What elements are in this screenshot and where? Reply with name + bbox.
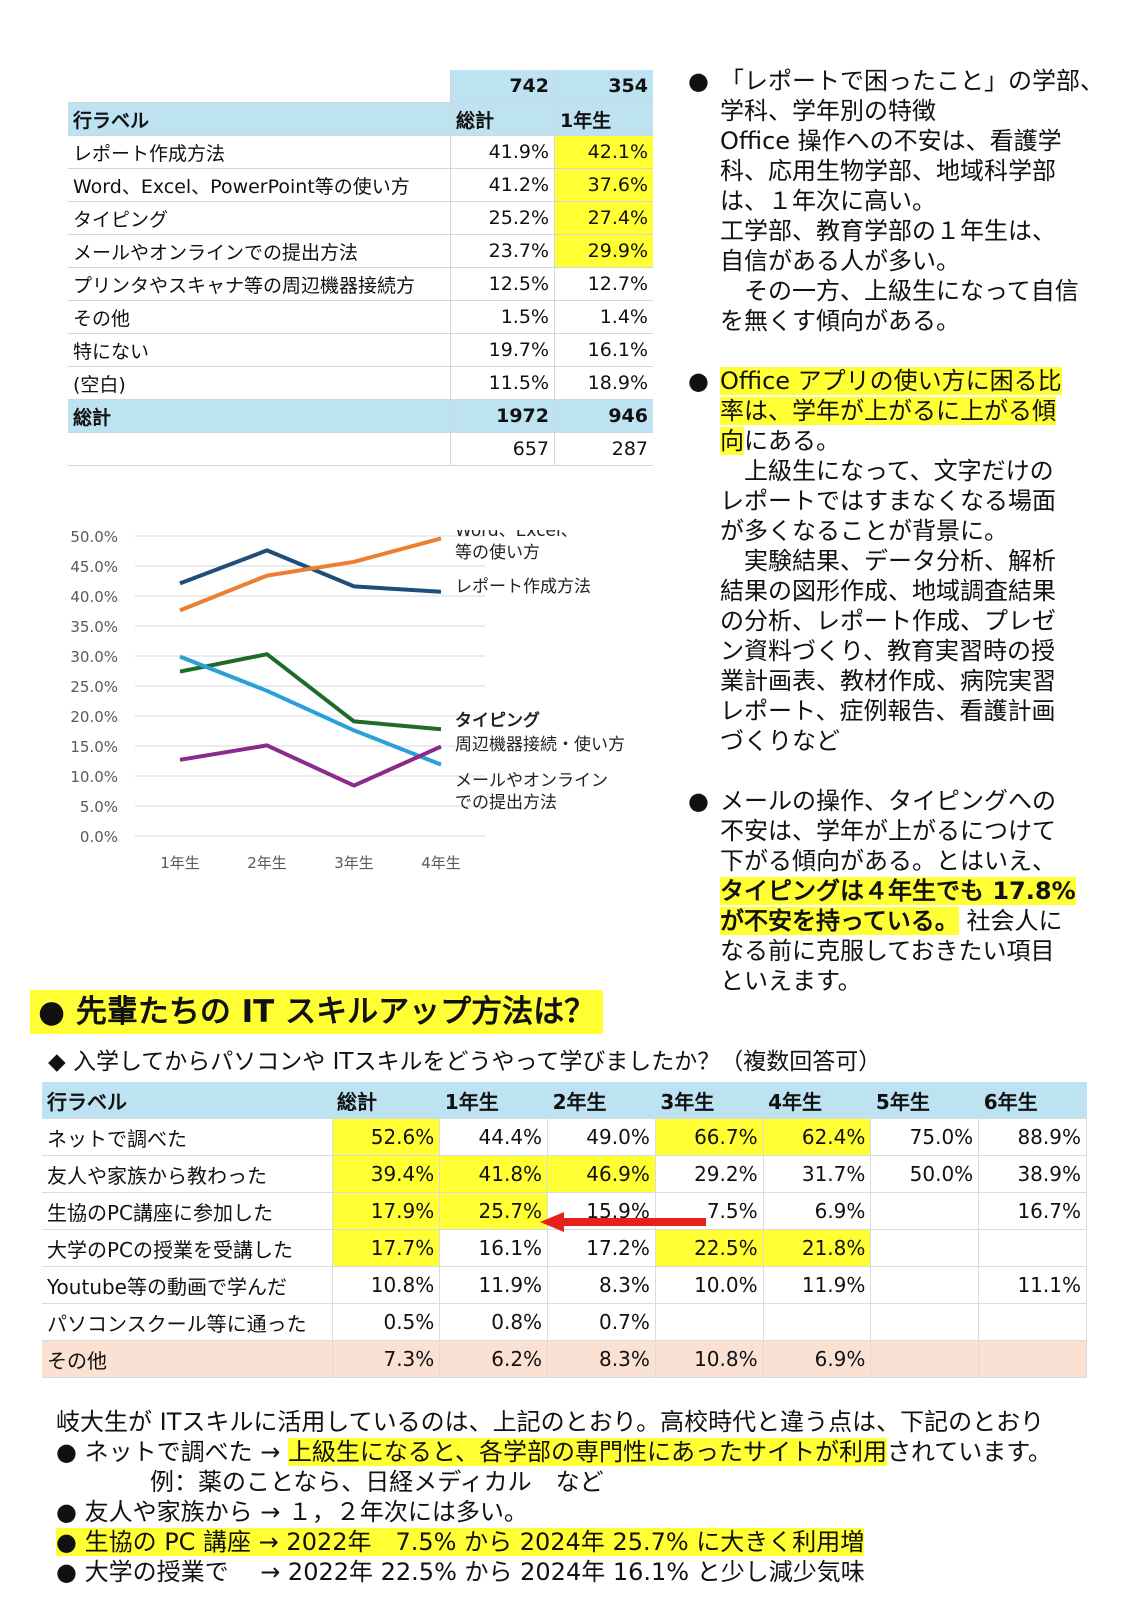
y-tick-label: 25.0% [70,678,118,696]
y-tick-label: 15.0% [70,738,118,756]
table-row: プリンタやスキャナ等の周辺機器接続方 12.5% 12.7% [68,267,653,301]
it-skill-method-table: 行ラベル 総計 1年生 2年生 3年生 4年生 5年生 6年生 ネットで調べた … [42,1082,1087,1378]
series-line-3 [179,654,442,767]
y-tick-label: 30.0% [70,648,118,666]
series-line-2 [179,652,442,732]
y-tick-label: 5.0% [80,798,118,816]
table-row: メールやオンラインでの提出方法 23.7% 29.9% [68,234,653,268]
series-line-1 [179,536,442,613]
top-y1-count: 354 [554,70,653,103]
series-annotation: 等の使い方 [455,542,540,563]
y-tick-label: 35.0% [70,618,118,636]
summary-net: ● ネットで調べた → 上級生になると、各学部の専門性にあったサイトが利用されて… [56,1438,1052,1466]
table-row: 特にない 19.7% 16.1% [68,333,653,367]
table-header: 行ラベル 総計 1年生 2年生 3年生 4年生 5年生 6年生 [42,1082,1087,1119]
series-annotation: タイピング [455,710,540,731]
report-trouble-table: 742 354 行ラベル 総計 1年生 レポート作成方法 41.9% 42.1% W… [68,70,653,466]
trouble-by-year-line-chart: 0.0% 5.0% 10.0% 15.0% 20.0% 25.0% 30.0% 35.0% 40… [70,530,625,872]
series-line-0 [179,548,442,594]
y-tick-label: 10.0% [70,768,118,786]
table-header: 行ラベル 総計 1年生 [68,102,653,136]
series-annotation: 周辺機器接続・使い方 [455,734,625,755]
note-1: ● 「レポートで困ったこと」の学部、 学科、学年別の特徴 Office 操作への… [688,67,1104,335]
y-tick-label: 45.0% [70,558,118,576]
top-total-count: 742 [450,70,555,103]
table-row: Youtube等の動画で学んだ 10.8% 11.9% 8.3% 10.0% 1… [42,1266,1087,1304]
summary-line: 岐大生が ITスキルに活用しているのは、上記のとおり。高校時代と違う点は、下記の… [56,1408,1045,1436]
note-3: ● メールの操作、タイピングへの 不安は、学年が上がるにつけて 下がる傾向がある… [688,787,1076,995]
header-total: 総計 [450,102,555,136]
header-row-label: 行ラベル [68,102,451,136]
header-y1: 1年生 [554,102,653,136]
x-tick-label: 2年生 [247,854,287,872]
summary-friends: ● 友人や家族から → １，２年次には多い。 [56,1498,528,1526]
survey-question: ◆ 入学してからパソコンや ITスキルをどうやって学びましたか？（複数回答可） [48,1049,882,1075]
table-row: ネットで調べた 52.6% 44.4% 49.0% 66.7% 62.4% 75… [42,1118,1087,1156]
table-row: 657 287 [68,432,653,466]
y-tick-label: 20.0% [70,708,118,726]
x-tick-label: 4年生 [421,854,461,872]
table-row: Word、Excel、PowerPoint等の使い方 41.2% 37.6% [68,168,653,202]
series-annotation: Word、Excel、 [455,530,578,541]
bullet: ● [688,67,709,95]
table-row: 生協のPC講座に参加した 17.9% 25.7% 15.9% 7.5% 6.9%… [42,1192,1087,1230]
series-line-4 [179,743,442,788]
y-tick-label: 0.0% [80,828,118,846]
y-tick-label: 50.0% [70,530,118,546]
series-annotation: レポート作成方法 [455,577,591,597]
bullet: ● [688,367,709,395]
summary-univ: ● 大学の授業で → 2022年 22.5% から 2024年 16.1% と少… [56,1558,865,1586]
summary-coop: ● 生協の PC 講座 → 2022年 7.5% から 2024年 25.7% … [56,1528,865,1556]
table-row: 大学のPCの授業を受講した 17.7% 16.1% 17.2% 22.5% 21… [42,1229,1087,1267]
summary-example: 例：薬のことなら、日経メディカル など [150,1468,604,1496]
red-arrow-icon [540,1212,706,1232]
table-row: レポート作成方法 41.9% 42.1% [68,135,653,169]
series-annotation: での提出方法 [455,793,557,813]
note-2: ● Office アプリの使い方に困る比 率は、学年が上がるに上がる傾 向にある… [688,367,1062,755]
table-row: その他 1.5% 1.4% [68,300,653,334]
table-row: パソコンスクール等に通った 0.5% 0.8% 0.7% [42,1303,1087,1341]
x-tick-label: 3年生 [334,854,374,872]
table-row: タイピング 25.2% 27.4% [68,201,653,235]
bullet: ● [688,787,709,815]
y-tick-label: 40.0% [70,588,118,606]
table-total-row: 総計 1972 946 [68,399,653,433]
series-annotation: メールやオンライン [455,771,608,791]
table-row: (空白) 11.5% 18.9% [68,366,653,400]
x-tick-label: 1年生 [160,854,200,872]
table-row: 友人や家族から教わった 39.4% 41.8% 46.9% 29.2% 31.7… [42,1155,1087,1193]
section-title: ● 先輩たちの IT スキルアップ方法は？ [30,990,604,1034]
table-row: その他 7.3% 6.2% 8.3% 10.8% 6.9% [42,1340,1087,1378]
